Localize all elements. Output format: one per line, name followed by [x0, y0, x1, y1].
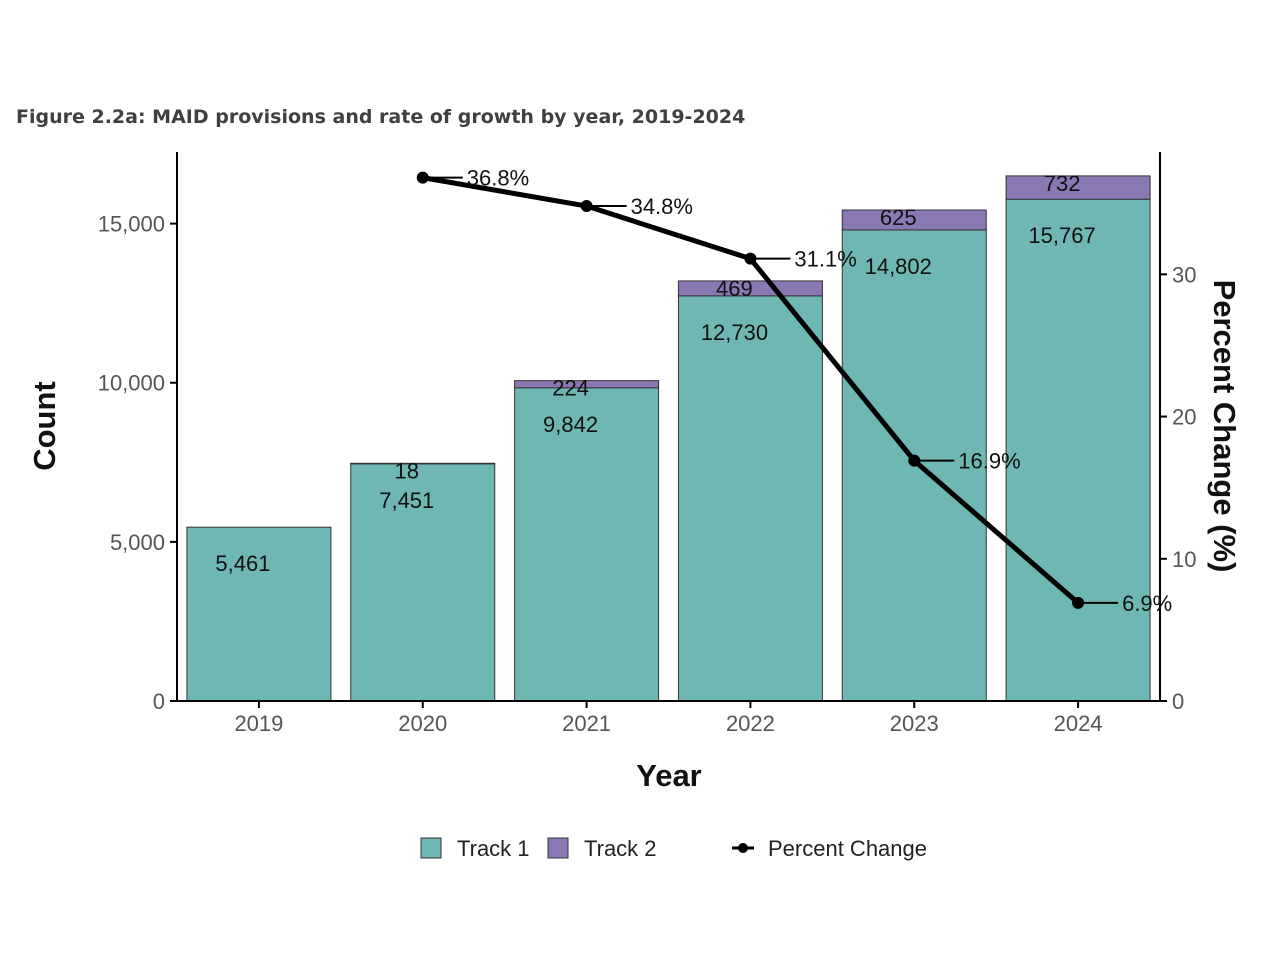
y2-tick-label-0: 0 [1172, 689, 1184, 714]
percent-change-label-2021: 34.8% [631, 194, 693, 219]
percent-change-label-2024: 6.9% [1122, 591, 1172, 616]
bar-track-1-2020 [350, 463, 496, 702]
bar-track-1-2022 [677, 295, 823, 702]
y-axis-title: Count [27, 381, 62, 471]
label-track-1-2023: 14,802 [865, 254, 932, 279]
label-track-2-2024: 732 [1044, 171, 1081, 196]
bar-track-1-2021 [514, 387, 660, 702]
bar-track-2-2023 [841, 209, 987, 231]
labels-layer: 5,461 7,451 18 9,842 224 12,730 469 14,802 625 15… [215, 171, 1095, 576]
chart-title: Figure 2.2a: MAID provisions and rate of… [16, 106, 746, 128]
label-track-2-2023: 625 [880, 205, 917, 230]
bar-track-2-2024 [1005, 175, 1151, 200]
bar-track-1-2019 [186, 526, 332, 702]
label-track-1-2021: 9,842 [543, 412, 598, 437]
legend: Track 1 Track 2 Percent Change [420, 836, 927, 861]
axes-layer: 0 5,000 10,000 15,000 0 10 20 30 2019 2020 2021 202… [27, 152, 1242, 793]
x-tick-label-2024: 2024 [1054, 711, 1103, 736]
legend-label-track-1: Track 1 [457, 836, 530, 861]
y2-axis-title: Percent Change (%) [1207, 280, 1242, 573]
label-track-1-2019: 5,461 [215, 551, 270, 576]
y2-tick-label-20: 20 [1172, 405, 1196, 430]
y-tick-label-5000: 5,000 [110, 530, 165, 555]
y-tick-label-0: 0 [153, 689, 165, 714]
percent-change-layer: 36.8% 34.8% 31.1% 16.9% 6.9% [416, 166, 1172, 616]
y-tick-label-10000: 10,000 [98, 371, 165, 396]
percent-change-point-2020 [416, 171, 429, 184]
legend-swatch-track-1 [420, 837, 442, 859]
label-track-1-2020: 7,451 [379, 488, 434, 513]
percent-change-point-2024 [1072, 596, 1085, 609]
bar-track-2-2020 [350, 462, 496, 465]
y2-tick-label-10: 10 [1172, 547, 1196, 572]
x-tick-label-2019: 2019 [234, 711, 283, 736]
legend-label-percent-change: Percent Change [768, 836, 927, 861]
label-track-2-2022: 469 [716, 276, 753, 301]
y2-tick-label-30: 30 [1172, 262, 1196, 287]
legend-swatch-track-2 [547, 837, 569, 859]
percent-change-label-2020: 36.8% [467, 166, 529, 191]
percent-change-label-2023: 16.9% [958, 449, 1020, 474]
label-track-2-2020: 18 [395, 458, 419, 483]
percent-change-point-2021 [580, 200, 593, 213]
x-tick-label-2022: 2022 [726, 711, 775, 736]
bar-track-2-2021 [514, 380, 660, 389]
legend-marker-percent-change [738, 843, 748, 853]
legend-label-track-2: Track 2 [584, 836, 657, 861]
label-track-1-2024: 15,767 [1028, 223, 1095, 248]
label-track-2-2021: 224 [552, 376, 589, 401]
y-tick-label-15000: 15,000 [98, 212, 165, 237]
bar-track-2-2022 [677, 280, 823, 297]
x-tick-label-2023: 2023 [890, 711, 939, 736]
bar-track-1-2024 [1005, 198, 1151, 702]
percent-change-point-2022 [744, 252, 757, 265]
bars-layer [186, 175, 1151, 702]
label-track-1-2022: 12,730 [701, 320, 768, 345]
percent-change-point-2023 [908, 454, 921, 467]
x-tick-label-2020: 2020 [398, 711, 447, 736]
x-tick-label-2021: 2021 [562, 711, 611, 736]
x-axis-title: Year [636, 758, 702, 793]
percent-change-label-2022: 31.1% [794, 247, 856, 272]
